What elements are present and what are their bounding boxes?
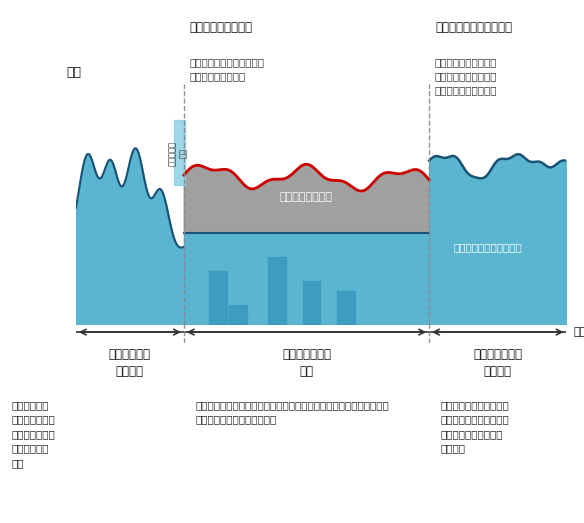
Text: 《当社》転貸差益: 《当社》転貸差益 [280,192,333,202]
Text: 当社がリノベーション工事
の投賃を負担・実施: 当社がリノベーション工事 の投賃を負担・実施 [190,58,265,82]
Text: 金額: 金額 [66,66,81,79]
Text: リノベーション後の建物
が活用可能になるため、
賃貸収入のアップが見
込めます: リノベーション後の建物 が活用可能になるため、 賃貸収入のアップが見 込めます [441,400,510,453]
Text: 時間: 時間 [574,327,584,337]
Text: 空室の有無にかかわらず定額の費料を得ることが出来ます。（空室保
証型・定期建物賃貸借契約）: 空室の有無にかかわらず定額の費料を得ることが出来ます。（空室保 証型・定期建物賃… [196,400,390,425]
Text: 建物の老朝化
により、空室率
が高く、不安定
な賃貸収入の
状態: 建物の老朝化 により、空室率 が高く、不安定 な賃貸収入の 状態 [12,400,55,468]
Text: マスターリース期間終
了後はリノベーション
物件のまま返還します: マスターリース期間終 了後はリノベーション 物件のまま返還します [435,58,498,96]
Text: 建物バリュー
アップ前: 建物バリュー アップ前 [109,348,151,378]
Text: 《オーナー様》賃貸収入: 《オーナー様》賃貸収入 [454,242,522,252]
Text: マスターリース
期間終了: マスターリース 期間終了 [473,348,522,378]
Text: マスターリース期間終了: マスターリース期間終了 [435,21,512,34]
Text: マスターリース
期間: マスターリース 期間 [282,348,331,378]
Text: リノベーション完了: リノベーション完了 [190,21,253,34]
Text: 投賃未回収
残高: 投賃未回収 残高 [168,141,188,166]
